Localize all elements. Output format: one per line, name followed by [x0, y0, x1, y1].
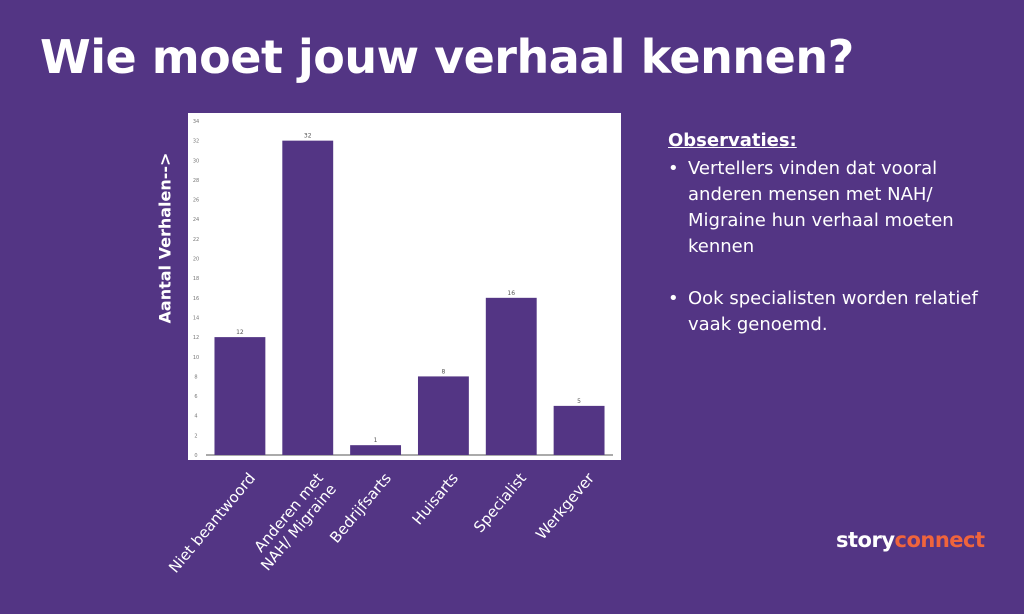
observation-text: Vertellers vinden dat vooral anderen men…	[688, 158, 954, 257]
observations-heading: Observaties:	[668, 130, 797, 151]
y-tick-label: 26	[193, 198, 199, 204]
y-tick-label: 8	[194, 374, 197, 380]
observation-text: Ook specialisten worden relatief vaak ge…	[688, 288, 978, 335]
bar	[417, 376, 469, 455]
logo-part-story: story	[836, 528, 895, 552]
bar	[214, 337, 266, 455]
y-tick-label: 6	[194, 394, 197, 400]
x-tick-label: Huisarts	[408, 469, 463, 529]
observation-item: • Ook specialisten worden relatief vaak …	[668, 286, 1008, 338]
observation-item: • Vertellers vinden dat vooral anderen m…	[668, 156, 1008, 260]
y-tick-label: 34	[193, 119, 199, 125]
x-tick-label: Specialist	[470, 469, 531, 537]
y-tick-label: 2	[194, 433, 197, 439]
y-tick-label: 22	[193, 237, 199, 243]
bar	[553, 405, 605, 455]
x-tick-label: Niet beantwoord	[165, 469, 259, 577]
y-tick-label: 4	[194, 414, 197, 420]
y-tick-label: 12	[193, 335, 199, 341]
y-axis-label: Aantal Verhalen-->	[155, 152, 175, 324]
bar	[485, 297, 537, 455]
slide-title: Wie moet jouw verhaal kennen?	[40, 30, 854, 84]
y-tick-label: 14	[193, 315, 199, 321]
y-tick-label: 0	[194, 453, 197, 459]
bar-value-label: 8	[442, 368, 446, 375]
y-tick-label: 18	[193, 276, 199, 282]
observations-panel: Observaties: • Vertellers vinden dat voo…	[668, 128, 1008, 338]
bar-value-label: 1	[374, 437, 378, 444]
storyconnect-logo: storyconnect	[836, 528, 985, 552]
bar-value-label: 5	[577, 398, 581, 405]
y-tick-label: 24	[193, 217, 199, 223]
bar-value-label: 12	[236, 329, 244, 336]
bar	[282, 140, 334, 455]
y-tick-label: 30	[193, 158, 199, 164]
bullet-icon: •	[668, 158, 679, 179]
y-tick-label: 32	[193, 139, 199, 145]
observations-list: • Vertellers vinden dat vooral anderen m…	[668, 156, 1008, 338]
x-tick-label: Werkgever	[532, 469, 599, 544]
x-tick-label: Anderen met NAH/ Migraine	[250, 469, 340, 575]
chart-panel: 0 2 4 6 8 10 12 14 16 18 20 22 24 26 28 30 32 34 12 32 1 8 16 5	[188, 113, 621, 460]
y-tick-label: 28	[193, 178, 199, 184]
y-tick-label: 10	[193, 355, 199, 361]
x-tick-label: Bedrijfsarts	[325, 469, 395, 547]
bar	[350, 445, 402, 455]
bar-value-label: 16	[507, 290, 515, 297]
bar-value-label: 32	[304, 133, 312, 140]
bullet-icon: •	[668, 288, 679, 309]
y-tick-label: 16	[193, 296, 199, 302]
logo-part-connect: connect	[894, 528, 986, 552]
y-tick-label: 20	[193, 257, 199, 263]
